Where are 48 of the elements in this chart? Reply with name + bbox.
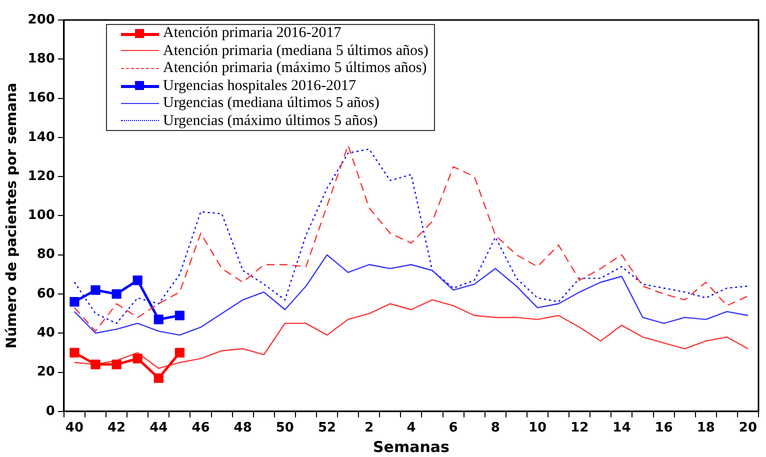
legend-label: Atención primaria (mediana 5 últimos años)	[163, 42, 428, 60]
point	[90, 285, 100, 295]
legend-label: Urgencias (máximo últimos 5 años)	[163, 112, 378, 130]
x-tick-label: 50	[276, 420, 294, 436]
x-tick-label: 46	[192, 420, 210, 436]
point	[174, 348, 184, 358]
x-tick-label: 2	[364, 420, 374, 436]
point	[70, 348, 80, 358]
y-tick-label: 180	[28, 52, 55, 67]
x-tick-label: 20	[738, 420, 758, 436]
point	[70, 297, 80, 307]
y-tick-label: 80	[36, 247, 55, 262]
y-tick-label: 140	[28, 130, 55, 145]
point	[132, 275, 142, 286]
x-tick-label: 52	[318, 420, 336, 436]
x-tick-label: 10	[528, 420, 547, 436]
point	[132, 354, 142, 364]
y-tick-label: 0	[46, 404, 55, 419]
x-axis-title: Semanas	[372, 438, 450, 456]
point	[174, 310, 184, 320]
legend-label: Atención primaria 2016-2017	[163, 25, 342, 42]
point	[154, 314, 164, 324]
x-tick-label: 18	[696, 420, 715, 436]
x-tick-label: 12	[570, 420, 589, 436]
y-tick-label: 200	[28, 12, 55, 28]
point	[90, 360, 100, 370]
x-tick-label: 4	[406, 420, 416, 436]
point	[112, 360, 122, 370]
x-tick-label: 16	[654, 420, 673, 436]
y-tick-label: 120	[28, 168, 55, 184]
point	[112, 289, 122, 299]
legend-label: Urgencias (mediana últimos 5 años)	[163, 95, 380, 112]
y-tick-label: 40	[36, 325, 55, 340]
y-tick-label: 20	[36, 364, 55, 380]
y-tick-label: 160	[28, 90, 55, 106]
x-tick-label: 8	[490, 420, 500, 436]
x-tick-label: 44	[150, 420, 168, 436]
y-tick-label: 100	[28, 208, 55, 224]
x-tick-label: 14	[612, 420, 631, 436]
x-tick-label: 6	[448, 420, 458, 436]
legend-label: Urgencias hospitales 2016-2017	[163, 78, 356, 95]
x-tick-label: 42	[108, 420, 126, 436]
x-tick-label: 48	[234, 420, 252, 436]
y-axis-title: Número de pacientes por semana	[4, 82, 20, 349]
point	[154, 373, 164, 383]
legend-label: Atención primaria (máximo 5 últimos años)	[163, 60, 427, 78]
y-tick-label: 60	[36, 286, 55, 302]
x-tick-label: 40	[65, 420, 84, 436]
